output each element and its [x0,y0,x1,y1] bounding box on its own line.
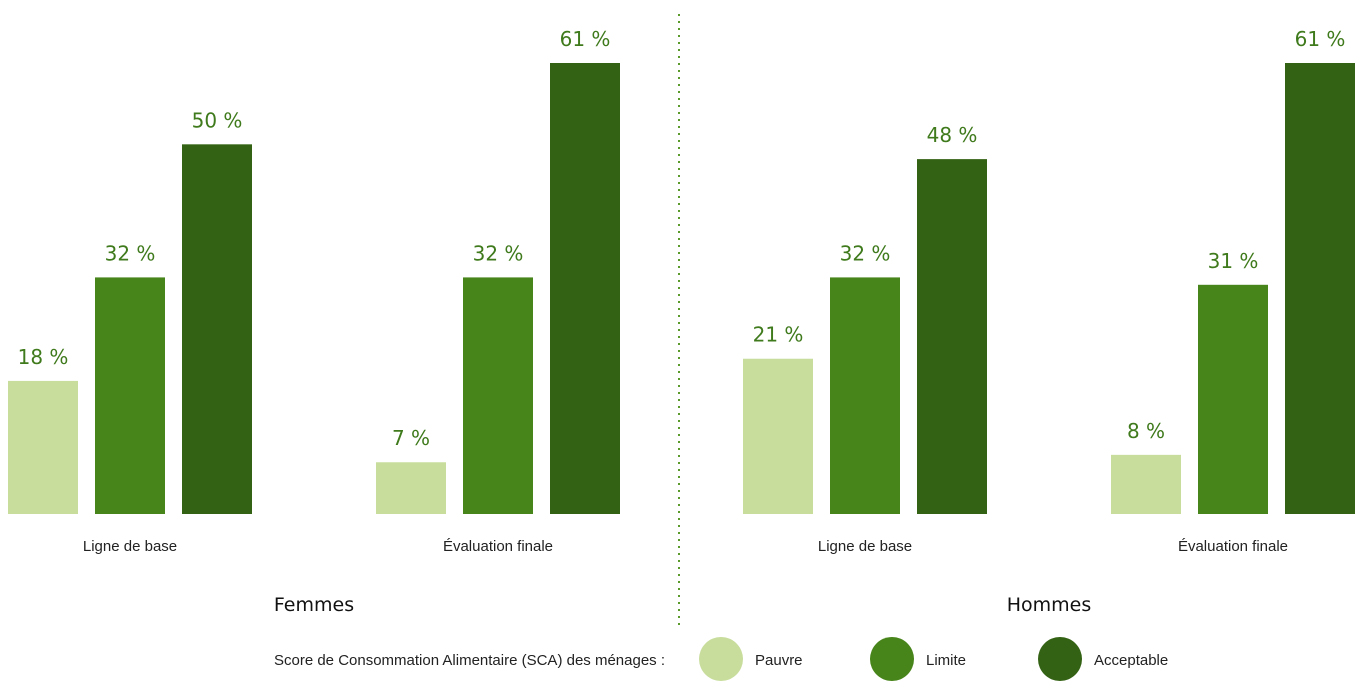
bar-femmes-1-1 [463,277,533,514]
data-label: 18 % [18,345,69,369]
bar-femmes-1-0 [376,462,446,514]
legend-swatch-pauvre [699,637,743,681]
legend: Score de Consommation Alimentaire (SCA) … [274,637,1168,681]
category-label: Évaluation finale [1178,538,1288,555]
data-label: 48 % [927,123,978,147]
panel-title-hommes: Hommes [1007,594,1092,616]
bar-femmes-0-2 [182,144,252,514]
labels-layer: 18 % 32 % 50 % Ligne de base 7 % 32 % 61 % Éval… [18,27,1346,616]
category-label: Évaluation finale [443,538,553,555]
bar-hommes-1-1 [1198,284,1268,514]
bar-femmes-1-2 [550,63,620,514]
legend-label-limite: Limite [926,652,966,669]
data-label: 61 % [560,27,611,51]
bar-hommes-1-0 [1111,454,1181,514]
bar-hommes-0-1 [830,277,900,514]
bar-hommes-1-2 [1285,63,1355,514]
data-label: 50 % [192,108,243,132]
bar-hommes-0-2 [917,159,987,515]
data-label: 61 % [1295,27,1346,51]
data-label: 21 % [753,323,804,347]
data-label: 32 % [473,241,524,265]
data-label: 32 % [105,241,156,265]
legend-swatch-acceptable [1038,637,1082,681]
data-label: 31 % [1208,249,1259,273]
data-label: 7 % [392,426,430,450]
data-label: 8 % [1127,419,1165,443]
legend-label-acceptable: Acceptable [1094,652,1168,669]
bar-femmes-0-0 [8,380,78,514]
legend-title: Score de Consommation Alimentaire (SCA) … [274,652,665,669]
category-label: Ligne de base [83,538,177,555]
data-label: 32 % [840,241,891,265]
bars-layer [8,63,1355,515]
panel-title-femmes: Femmes [274,594,354,616]
legend-swatch-limite [870,637,914,681]
bar-hommes-0-0 [743,358,813,514]
legend-label-pauvre: Pauvre [755,652,803,669]
bar-femmes-0-1 [95,277,165,514]
category-label: Ligne de base [818,538,912,555]
